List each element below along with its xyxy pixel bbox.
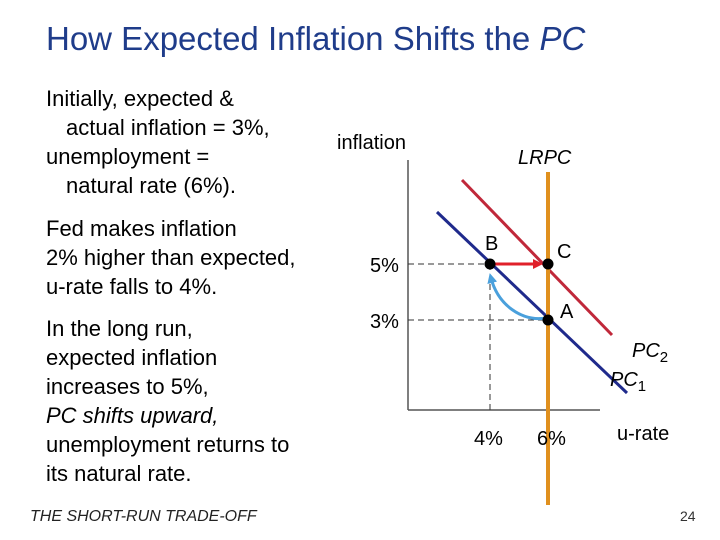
paragraph-line: In the long run, <box>46 316 193 341</box>
movement-arrow-a-to-b <box>487 273 547 321</box>
point-b-label: B <box>485 233 498 255</box>
point-b-dot <box>484 258 496 270</box>
pc1-curve <box>435 210 629 395</box>
slide-title: How Expected Inflation Shifts the PC <box>46 20 586 57</box>
paragraph-line: its natural rate. <box>46 461 192 486</box>
paragraph-initial: Initially, expected & actual inflation =… <box>46 84 270 200</box>
point-a-dot <box>542 314 554 326</box>
paragraph-line: unemployment = <box>46 144 210 169</box>
x-axis-label: u-rate <box>617 423 669 445</box>
paragraph-fed: Fed makes inflation 2% higher than expec… <box>46 214 296 301</box>
x-tick-4pct: 4% <box>474 428 503 450</box>
y-axis-label: inflation <box>337 132 406 154</box>
point-a-label: A <box>560 301 574 323</box>
paragraph-line: PC shifts upward, <box>46 403 219 428</box>
lrpc-label: LRPC <box>518 147 572 169</box>
paragraph-line: Initially, expected & <box>46 86 234 111</box>
paragraph-long-run: In the long run, expected inflation incr… <box>46 314 289 488</box>
y-tick-3pct: 3% <box>370 311 399 333</box>
paragraph-line: 2% higher than expected, <box>46 245 296 270</box>
paragraph-line: actual inflation = 3%, <box>66 115 270 140</box>
pc1-label: PC1 <box>610 369 646 395</box>
paragraph-line: expected inflation <box>46 345 218 370</box>
page-number: 24 <box>680 508 696 524</box>
pc2-curve <box>460 178 614 337</box>
paragraph-line: increases to 5%, <box>46 374 209 399</box>
y-tick-5pct: 5% <box>370 255 399 277</box>
point-c-dot <box>542 258 554 270</box>
paragraph-line: u-rate falls to 4%. <box>46 274 218 299</box>
paragraph-line: natural rate (6%). <box>66 173 236 198</box>
pc2-label: PC2 <box>632 340 668 366</box>
slide-footer: THE SHORT-RUN TRADE-OFF <box>30 508 257 525</box>
point-c-label: C <box>557 241 571 263</box>
paragraph-line: unemployment returns to <box>46 432 290 457</box>
paragraph-line: Fed makes inflation <box>46 216 237 241</box>
x-tick-6pct: 6% <box>537 428 566 450</box>
